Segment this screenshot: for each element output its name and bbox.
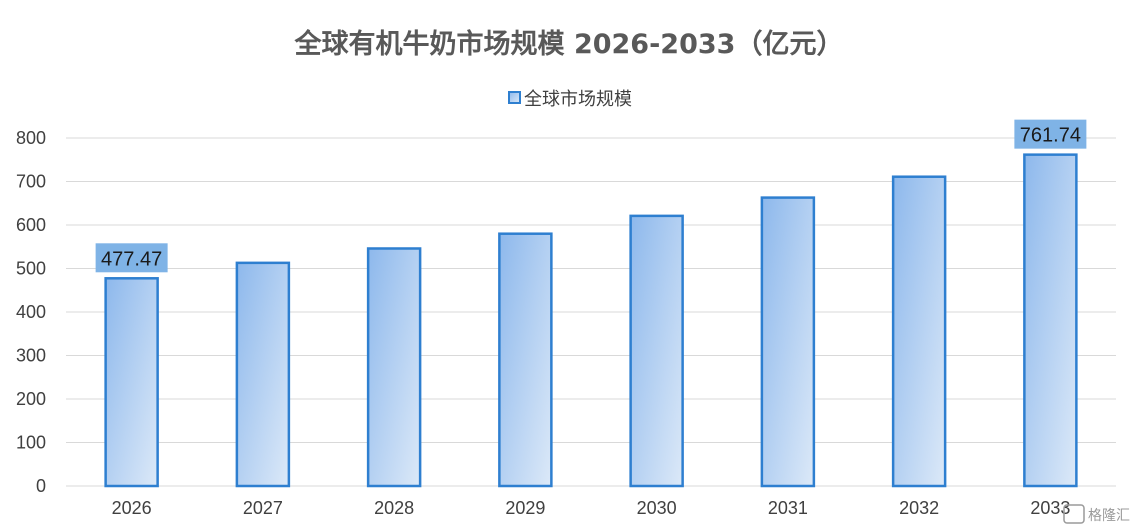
y-tick-label: 300 xyxy=(16,346,46,366)
bar xyxy=(235,261,291,488)
legend-swatch xyxy=(508,91,521,104)
x-tick-label: 2028 xyxy=(374,498,414,518)
y-tick-label: 200 xyxy=(16,389,46,409)
legend: 全球市场规模 xyxy=(508,89,632,110)
gridlines xyxy=(66,137,1116,487)
data-label: 761.74 xyxy=(1014,119,1087,149)
x-tick-label: 2032 xyxy=(899,498,939,518)
y-tick-label: 500 xyxy=(16,259,46,279)
y-tick-label: 600 xyxy=(16,215,46,235)
data-labels: 477.47 761.74 xyxy=(95,119,1087,273)
y-tick-label: 100 xyxy=(16,433,46,453)
bar xyxy=(104,277,159,488)
bar xyxy=(498,232,553,488)
legend-label: 全球市场规模 xyxy=(524,89,632,110)
bar xyxy=(760,196,816,488)
data-label: 477.47 xyxy=(95,243,168,273)
data-label-text: 477.47 xyxy=(101,248,162,270)
x-tick-label: 2026 xyxy=(112,498,152,518)
bar xyxy=(629,214,684,488)
y-tick-label: 400 xyxy=(16,302,46,322)
bar xyxy=(366,247,422,488)
x-tick-label: 2029 xyxy=(505,498,545,518)
x-tick-label: 2030 xyxy=(637,498,677,518)
x-tick-label: 2027 xyxy=(243,498,283,518)
y-axis-ticks: 0 100 200 300 400 500 600 700 800 xyxy=(16,128,46,496)
data-label-text: 761.74 xyxy=(1020,125,1081,147)
watermark-text: 格隆汇 xyxy=(1088,508,1130,524)
bar xyxy=(1023,153,1078,488)
data-label-box xyxy=(1014,119,1087,149)
x-axis-ticks: 2026 2027 2028 2029 2030 2031 2032 2033 xyxy=(112,498,1071,518)
y-tick-label: 0 xyxy=(36,476,46,496)
y-tick-label: 800 xyxy=(16,128,46,148)
x-tick-label: 2031 xyxy=(768,498,808,518)
data-label-box xyxy=(95,243,168,273)
chart-title: 全球有机牛奶市场规模 2026-2033（亿元） xyxy=(294,28,844,60)
watermark: 格隆汇 xyxy=(1063,504,1130,524)
bar xyxy=(891,175,947,488)
bars xyxy=(104,153,1078,488)
watermark-logo-icon xyxy=(1063,504,1085,524)
y-tick-label: 700 xyxy=(16,172,46,192)
x-tick-label: 2033 xyxy=(1030,498,1070,518)
